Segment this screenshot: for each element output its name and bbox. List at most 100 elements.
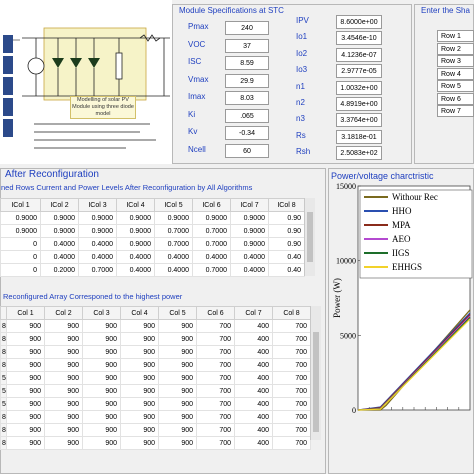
spec-input-4[interactable]: 8.03 bbox=[225, 91, 269, 105]
column-header[interactable]: ICol 2 bbox=[40, 198, 79, 212]
table-cell[interactable]: 0.4000 bbox=[154, 250, 193, 264]
table-cell[interactable]: 0 bbox=[0, 237, 41, 251]
param-value-4[interactable]: 1.0032e+00 bbox=[336, 80, 382, 95]
param-value-0[interactable]: 8.6000e+00 bbox=[336, 15, 382, 29]
column-header[interactable]: Col 3 bbox=[82, 306, 121, 320]
table-cell[interactable]: 0.9000 bbox=[230, 237, 269, 251]
table-cell[interactable]: 0.4000 bbox=[116, 263, 155, 277]
spec-input-7[interactable]: 60 bbox=[225, 143, 269, 158]
param-value-6[interactable]: 3.3764e+00 bbox=[336, 113, 382, 128]
table-cell[interactable]: 900 bbox=[44, 371, 83, 385]
table-cell[interactable]: 700 bbox=[196, 410, 235, 424]
table-cell[interactable]: 900 bbox=[82, 358, 121, 372]
column-header[interactable]: ICol 1 bbox=[0, 198, 41, 212]
table-cell[interactable]: 900 bbox=[6, 319, 45, 333]
table-cell[interactable]: 900 bbox=[44, 436, 83, 450]
table-cell[interactable]: 900 bbox=[6, 345, 45, 359]
table-cell[interactable]: 0.7000 bbox=[192, 224, 231, 238]
table-cell[interactable]: 900 bbox=[82, 436, 121, 450]
table-cell[interactable]: 700 bbox=[272, 436, 311, 450]
table-cell[interactable]: 900 bbox=[82, 319, 121, 333]
column-header[interactable]: ICol 3 bbox=[78, 198, 117, 212]
table-cell[interactable]: 700 bbox=[196, 436, 235, 450]
spec-input-1[interactable]: 37 bbox=[225, 38, 269, 53]
shading-row-1[interactable]: Row 1 bbox=[437, 30, 474, 42]
reconfigured-array-table[interactable]: Col 1 Col 2 Col 3 Col 4 Col 5 Col 6 Col 7 Col 8… bbox=[0, 306, 311, 450]
table-cell[interactable]: 0.4000 bbox=[192, 250, 231, 264]
table-row[interactable]: 5 900 900 900 900 900 700 400 700 bbox=[0, 397, 311, 411]
table-cell[interactable]: 900 bbox=[6, 332, 45, 346]
table-cell[interactable]: 900 bbox=[44, 332, 83, 346]
table-cell[interactable]: 0.2000 bbox=[40, 263, 79, 277]
table-cell[interactable]: 0.4000 bbox=[40, 237, 79, 251]
table-cell[interactable]: 0.7000 bbox=[154, 224, 193, 238]
table-row[interactable]: 0 0.2000 0.7000 0.4000 0.4000 0.7000 0.4000 0.4… bbox=[0, 263, 305, 277]
table-row[interactable]: 8 900 900 900 900 900 700 400 700 bbox=[0, 319, 311, 333]
table-cell[interactable]: 900 bbox=[6, 397, 45, 411]
table-cell[interactable]: 900 bbox=[158, 358, 197, 372]
column-header[interactable]: Col 4 bbox=[120, 306, 159, 320]
table-cell[interactable]: 0.7000 bbox=[192, 237, 231, 251]
table-row[interactable]: 8 900 900 900 900 900 700 400 700 bbox=[0, 410, 311, 424]
table-cell[interactable]: 0.9000 bbox=[0, 224, 41, 238]
column-header[interactable]: Col 5 bbox=[158, 306, 197, 320]
table-cell[interactable]: 700 bbox=[272, 345, 311, 359]
table-cell[interactable]: 0.9000 bbox=[116, 224, 155, 238]
shading-row-7[interactable]: Row 7 bbox=[437, 105, 474, 117]
table-cell[interactable]: 700 bbox=[196, 371, 235, 385]
param-value-1[interactable]: 3.4546e-10 bbox=[336, 31, 382, 46]
table-row[interactable]: 0 0.4000 0.4000 0.4000 0.4000 0.4000 0.4000 0.4… bbox=[0, 250, 305, 264]
table-cell[interactable]: 900 bbox=[6, 423, 45, 437]
param-value-5[interactable]: 4.8919e+00 bbox=[336, 97, 382, 111]
table-cell[interactable]: 900 bbox=[158, 410, 197, 424]
table-cell[interactable]: 700 bbox=[272, 410, 311, 424]
table-cell[interactable]: 900 bbox=[120, 332, 159, 346]
table-cell[interactable]: 900 bbox=[82, 410, 121, 424]
spec-input-6[interactable]: -0.34 bbox=[225, 126, 269, 140]
table-cell[interactable]: 0.4000 bbox=[40, 250, 79, 264]
table-cell[interactable]: 0.9000 bbox=[154, 211, 193, 225]
table-cell[interactable]: 900 bbox=[82, 345, 121, 359]
table-cell[interactable]: 0.9000 bbox=[78, 211, 117, 225]
table-cell[interactable]: 900 bbox=[82, 397, 121, 411]
table-row[interactable]: 8 900 900 900 900 900 700 400 700 bbox=[0, 345, 311, 359]
table-cell[interactable]: 900 bbox=[120, 410, 159, 424]
param-value-2[interactable]: 4.1236e-07 bbox=[336, 47, 382, 62]
table-cell[interactable]: 700 bbox=[196, 358, 235, 372]
reconfigured-array-scrollbar[interactable] bbox=[310, 306, 321, 440]
table-cell[interactable]: 900 bbox=[6, 358, 45, 372]
table-cell[interactable]: 0 bbox=[0, 250, 41, 264]
table-cell[interactable]: 900 bbox=[120, 319, 159, 333]
table-cell[interactable]: 400 bbox=[234, 436, 273, 450]
table-cell[interactable]: 900 bbox=[158, 345, 197, 359]
table-cell[interactable]: 700 bbox=[196, 345, 235, 359]
table-cell[interactable]: 0.7000 bbox=[154, 237, 193, 251]
table-cell[interactable]: 0.7000 bbox=[78, 263, 117, 277]
shading-row-5[interactable]: Row 5 bbox=[437, 80, 474, 92]
table-cell[interactable]: 700 bbox=[196, 319, 235, 333]
table-cell[interactable]: 900 bbox=[6, 384, 45, 398]
table-cell[interactable]: 900 bbox=[120, 358, 159, 372]
table-cell[interactable]: 900 bbox=[44, 345, 83, 359]
table-cell[interactable]: 900 bbox=[6, 371, 45, 385]
table-cell[interactable]: 900 bbox=[120, 345, 159, 359]
table-cell[interactable]: 900 bbox=[158, 332, 197, 346]
table-cell[interactable]: 900 bbox=[44, 358, 83, 372]
table-cell[interactable]: 700 bbox=[272, 371, 311, 385]
table-cell[interactable]: 900 bbox=[120, 371, 159, 385]
table-cell[interactable]: 0.9000 bbox=[230, 211, 269, 225]
table-cell[interactable]: 0.9000 bbox=[230, 224, 269, 238]
table-cell[interactable]: 900 bbox=[82, 332, 121, 346]
table-row[interactable]: 8 900 900 900 900 900 700 400 700 bbox=[0, 436, 311, 450]
table-cell[interactable]: 400 bbox=[234, 358, 273, 372]
table-cell[interactable]: 0.4000 bbox=[78, 237, 117, 251]
row-current-table[interactable]: ICol 1 ICol 2 ICol 3 ICol 4 ICol 5 ICol 6 ICol… bbox=[0, 198, 305, 277]
table-cell[interactable]: 900 bbox=[82, 423, 121, 437]
table-cell[interactable]: 400 bbox=[234, 371, 273, 385]
table-cell[interactable]: 900 bbox=[158, 436, 197, 450]
table-cell[interactable]: 700 bbox=[272, 423, 311, 437]
table-cell[interactable]: 400 bbox=[234, 397, 273, 411]
table-cell[interactable]: 0 bbox=[0, 263, 41, 277]
table-row[interactable]: 8 900 900 900 900 900 700 400 700 bbox=[0, 423, 311, 437]
table-cell[interactable]: 900 bbox=[82, 384, 121, 398]
